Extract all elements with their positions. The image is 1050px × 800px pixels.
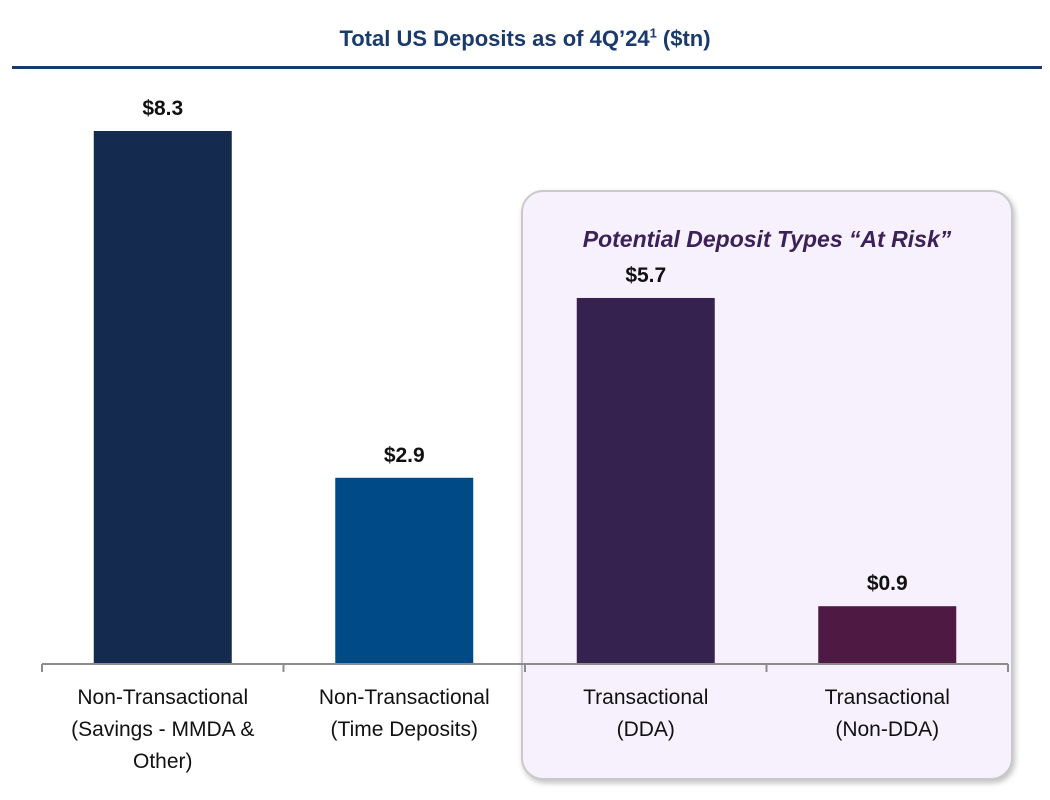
data-label-2: $2.9 <box>384 444 425 467</box>
category-label-2: Non-Transactional (Time Deposits) <box>318 686 490 741</box>
at-risk-panel-title: Potential Deposit Types “At Risk” <box>582 226 952 252</box>
bar-1 <box>93 131 232 664</box>
data-label-4: $0.9 <box>867 572 908 595</box>
data-label-1: $8.3 <box>142 97 183 120</box>
chart-title: Total US Deposits as of 4Q’241 ($tn) <box>0 26 1050 52</box>
footnote-marker: 1 <box>649 25 657 41</box>
title-divider <box>12 66 1042 69</box>
data-label-3: $5.7 <box>625 264 666 287</box>
chart-title-unit: ($tn) <box>656 26 711 51</box>
bar-3 <box>576 297 715 664</box>
bar-2 <box>335 477 474 664</box>
chart-title-text: Total US Deposits as of 4Q’24 <box>339 26 650 51</box>
bar-4 <box>818 606 957 664</box>
category-label-3: Transactional (DDA) <box>583 686 709 741</box>
category-label-1: Non-Transactional (Savings - MMDA & Othe… <box>71 686 255 773</box>
category-label-4: Transactional (Non-DDA) <box>824 686 950 741</box>
